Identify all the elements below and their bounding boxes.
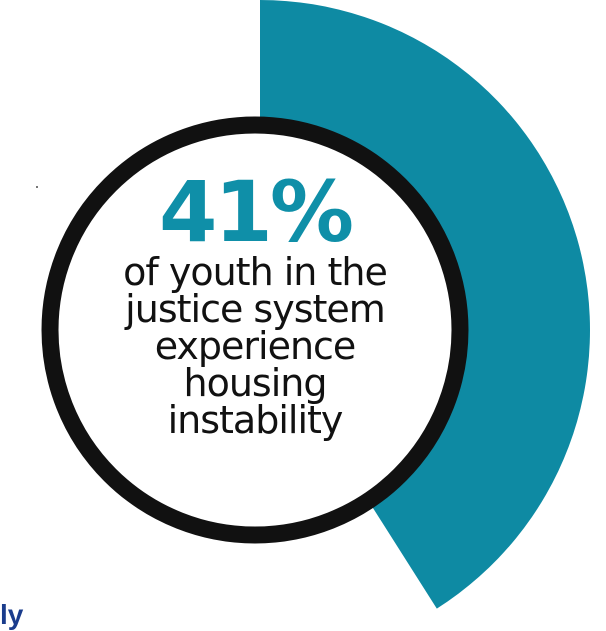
caption-line: instability [167,398,344,442]
caption-line: of youth in the [123,250,388,294]
caption-line: housing [183,361,328,405]
percent-value: 41% [158,163,354,261]
stray-dot [36,186,38,188]
cut-off-text: ly [0,599,24,630]
caption-line: justice system [125,287,386,331]
stat-text-block: 41% of youth in the justice system exper… [80,170,430,439]
caption-line: experience [154,324,357,368]
center-ring [41,116,469,544]
